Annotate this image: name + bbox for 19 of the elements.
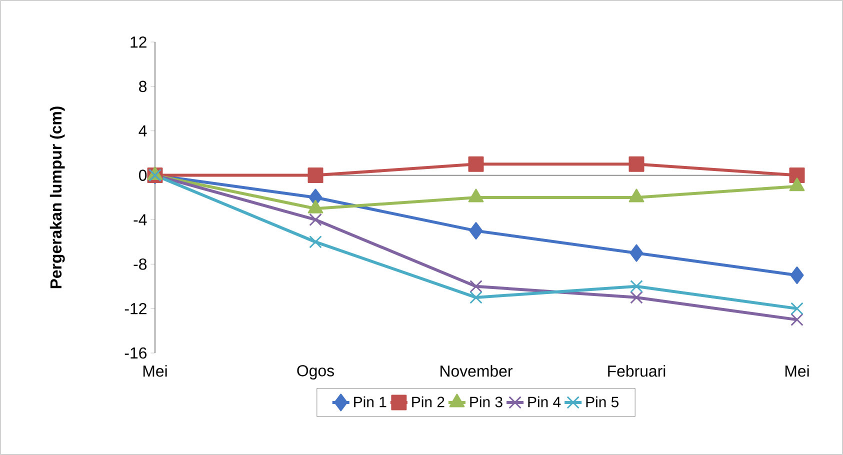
y-tick-label: 12 — [130, 36, 146, 48]
x-tick-label: Februari — [608, 365, 666, 377]
y-tick-label: -4 — [134, 214, 147, 226]
y-tick-label: -12 — [124, 303, 146, 314]
y-tick-label: -16 — [124, 347, 147, 359]
y-axis-title: Pergerakan lumpur (cm) — [50, 106, 65, 288]
y-tick-label: -8 — [134, 258, 147, 270]
x-tick-label: Ogos — [297, 365, 334, 380]
y-tick-label: 0 — [138, 170, 147, 181]
legend-label: Pin 1 — [354, 396, 386, 408]
y-tick-label: 8 — [139, 80, 147, 92]
legend-label: Pin 4 — [528, 396, 561, 408]
legend-label: Pin 3 — [470, 396, 502, 408]
y-tick-label: 4 — [138, 125, 147, 136]
x-tick-label: Mei — [785, 365, 809, 377]
x-tick-label: November — [440, 365, 512, 377]
legend-label: Pin 5 — [586, 396, 619, 408]
legend-label: Pin 2 — [412, 396, 444, 408]
x-tick-label: Mei — [143, 365, 167, 377]
